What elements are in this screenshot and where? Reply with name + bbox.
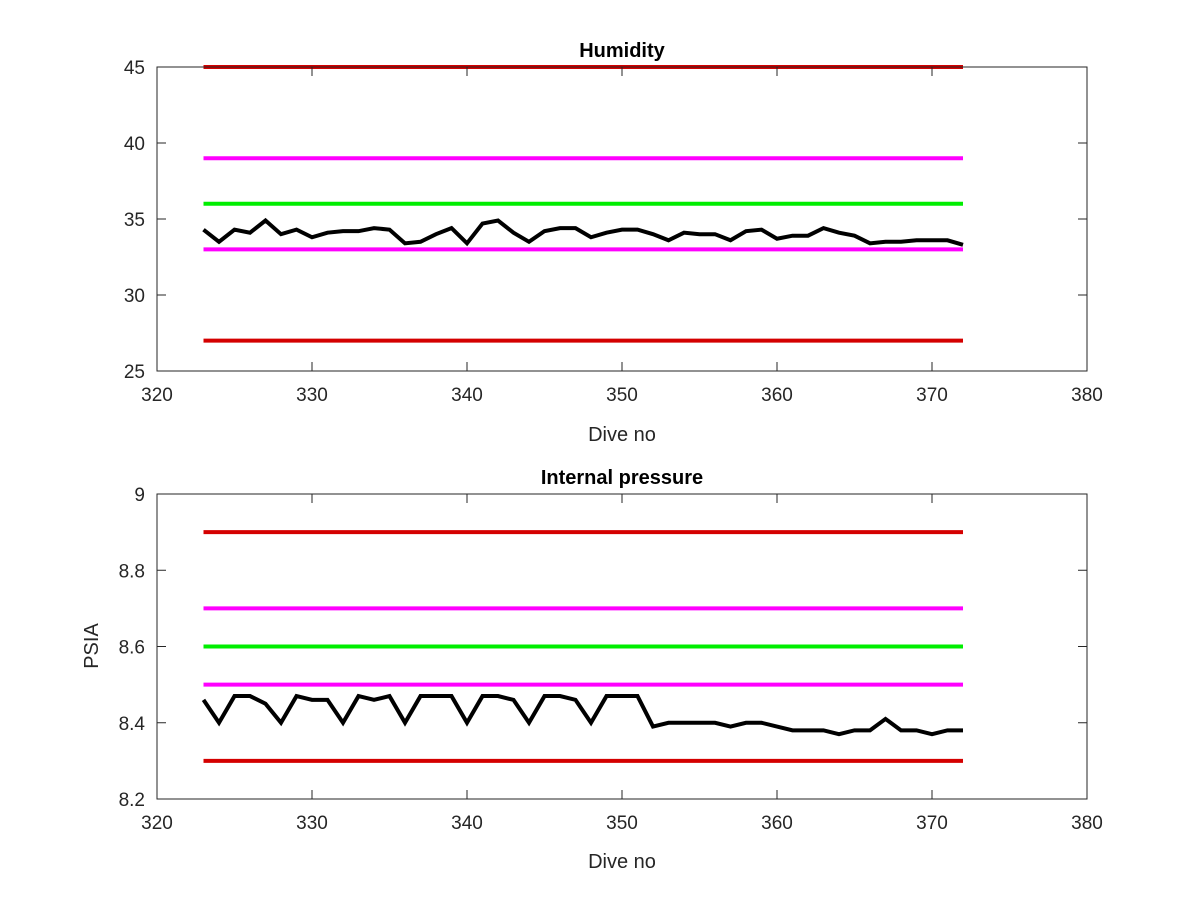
humidity-x-tick-label: 350 (606, 385, 638, 406)
humidity-x-tick-label: 360 (761, 385, 793, 406)
pressure-y-tick-label: 8.4 (119, 714, 146, 735)
humidity-y-tick-label: 40 (124, 134, 145, 155)
humidity-x-tick-label: 380 (1071, 385, 1103, 406)
pressure-y-tick-label: 9 (134, 485, 145, 506)
pressure-x-tick-label: 320 (141, 813, 173, 834)
humidity-x-tick-label: 340 (451, 385, 483, 406)
pressure-x-tick-label: 360 (761, 813, 793, 834)
humidity-y-tick-label: 45 (124, 58, 145, 79)
pressure-x-axis-label: Dive no (588, 851, 656, 873)
pressure-x-tick-label: 330 (296, 813, 328, 834)
pressure-x-tick-label: 380 (1071, 813, 1103, 834)
pressure-series-layer (201, 530, 963, 763)
pressure-subplot: 320 330 340 350 360 370 380 8.2 8.4 8.6 8.8 9 Inter… (81, 467, 1103, 873)
humidity-x-axis-label: Dive no (588, 424, 656, 446)
pressure-x-tick-label: 370 (916, 813, 948, 834)
pressure-ticks: 320 330 340 350 360 370 380 8.2 8.4 8.6 8.8 9 (119, 485, 1103, 834)
humidity-y-tick-label: 35 (124, 210, 145, 231)
pressure-x-tick-label: 350 (606, 813, 638, 834)
humidity-measured-line (202, 217, 964, 247)
pressure-x-tick-label: 340 (451, 813, 483, 834)
pressure-y-axis-label: PSIA (81, 623, 103, 669)
humidity-x-tick-label: 330 (296, 385, 328, 406)
humidity-x-tick-label: 370 (916, 385, 948, 406)
humidity-y-tick-label: 25 (124, 362, 145, 383)
humidity-x-tick-label: 320 (141, 385, 173, 406)
humidity-subplot: 320 330 340 350 360 370 380 25 30 35 40 45 Humidity… (124, 40, 1103, 446)
humidity-y-tick-label: 30 (124, 286, 145, 307)
pressure-title: Internal pressure (541, 467, 703, 489)
humidity-ticks: 320 330 340 350 360 370 380 25 30 35 40 45 (124, 58, 1103, 406)
pressure-y-tick-label: 8.8 (119, 561, 145, 582)
humidity-title: Humidity (579, 40, 665, 62)
pressure-y-tick-label: 8.2 (119, 790, 145, 811)
pressure-measured-line (201, 693, 963, 737)
pressure-y-tick-label: 8.6 (119, 638, 145, 659)
